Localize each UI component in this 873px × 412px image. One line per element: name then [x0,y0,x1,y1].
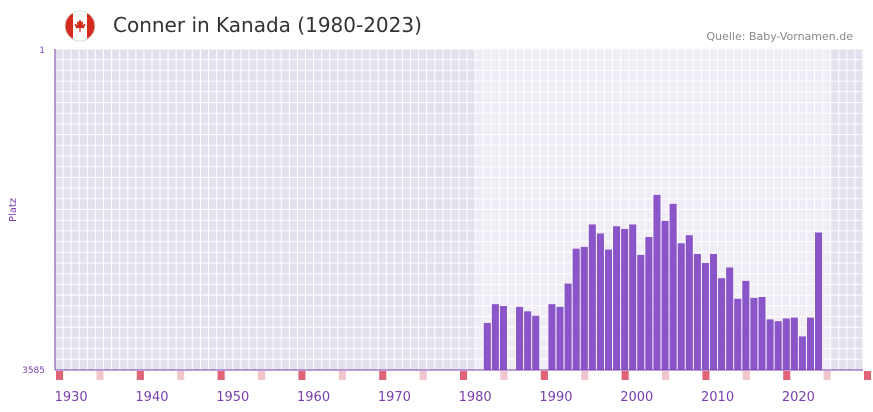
decade-marker [56,371,64,380]
bar-2003 [661,220,669,370]
bar-2000 [637,254,645,370]
decade-marker [783,371,791,380]
bar-1983 [499,305,507,370]
axes [54,49,863,371]
bar-2021 [806,317,815,370]
decade-marker [702,371,710,380]
half-decade-marker [500,371,508,380]
half-decade-marker [258,371,266,380]
x-tick-label-1990: 1990 [539,390,572,405]
bar-2006 [685,235,693,370]
decade-marker [621,371,629,380]
bar-2011 [726,267,734,370]
y-tick-label-bottom: 3585 [22,366,45,376]
bar-1993 [580,246,588,370]
bar-2004 [669,203,677,370]
bar-2016 [766,319,774,370]
decade-marker [460,371,468,380]
grid-lines [54,48,864,371]
bar-1999 [629,224,637,370]
half-decade-marker [419,371,427,380]
bar-2018 [782,318,790,370]
chart-header: Conner in Kanada (1980-2023) Quelle: Bab… [0,0,873,50]
y-axis-label: Platz [8,198,19,222]
bar-2019 [790,317,798,370]
bar-1987 [532,315,540,370]
bar-1982 [491,304,499,370]
decade-marker [864,371,872,380]
x-tick-label-2010: 2010 [701,390,734,405]
bar-2020 [798,336,806,370]
bar-2007 [693,254,701,370]
x-tick-label-1930: 1930 [55,390,88,405]
bar-2017 [774,321,782,370]
source-label: Quelle: Baby-Vornamen.de [706,30,853,43]
y-tick-label-top: 1 [39,46,45,56]
bar-2005 [677,243,685,370]
bar-1995 [596,233,604,370]
half-decade-marker [823,371,831,380]
bar-2002 [653,194,661,370]
half-decade-marker [177,371,185,380]
decade-marker [379,371,387,380]
x-tick-label-2020: 2020 [782,390,815,405]
half-decade-marker [662,371,670,380]
half-decade-marker [742,371,750,380]
bar-1994 [588,224,596,370]
decade-marker [298,371,306,380]
chart-title: Conner in Kanada (1980-2023) [113,13,422,37]
bar-series [483,194,823,370]
bar-1996 [604,249,613,370]
decade-marker [540,371,548,380]
bar-1989 [548,304,556,370]
bar-2008 [701,262,709,370]
bar-1990 [556,306,564,370]
canada-flag-icon [64,10,96,42]
bar-2015 [758,297,766,370]
x-tick-label-2000: 2000 [620,390,653,405]
half-decade-marker [338,371,346,380]
x-tick-label-1970: 1970 [378,390,411,405]
bar-2013 [742,280,750,370]
bar-1998 [621,228,629,370]
bar-2009 [709,254,718,370]
bar-1986 [524,311,532,370]
half-decade-marker [96,371,104,380]
bar-2012 [734,298,742,370]
decade-markers [56,371,872,380]
decade-marker [217,371,225,380]
x-tick-label-1950: 1950 [216,390,249,405]
decade-marker [136,371,144,380]
tick-labels: 1930 1940 1950 1960 1970 1980 1990 2000 2010 2020… [8,46,815,405]
bar-2022 [815,232,823,370]
bar-2001 [645,236,653,370]
bar-1997 [613,226,621,370]
bar-2014 [750,297,758,370]
x-tick-label-1960: 1960 [297,390,330,405]
bar-1985 [516,306,524,370]
bar-2010 [718,278,726,370]
bar-1991 [564,283,572,370]
bar-1981 [483,322,491,370]
x-tick-label-1980: 1980 [459,390,492,405]
x-tick-label-1940: 1940 [135,390,168,405]
bar-1992 [572,248,580,370]
half-decade-marker [581,371,589,380]
